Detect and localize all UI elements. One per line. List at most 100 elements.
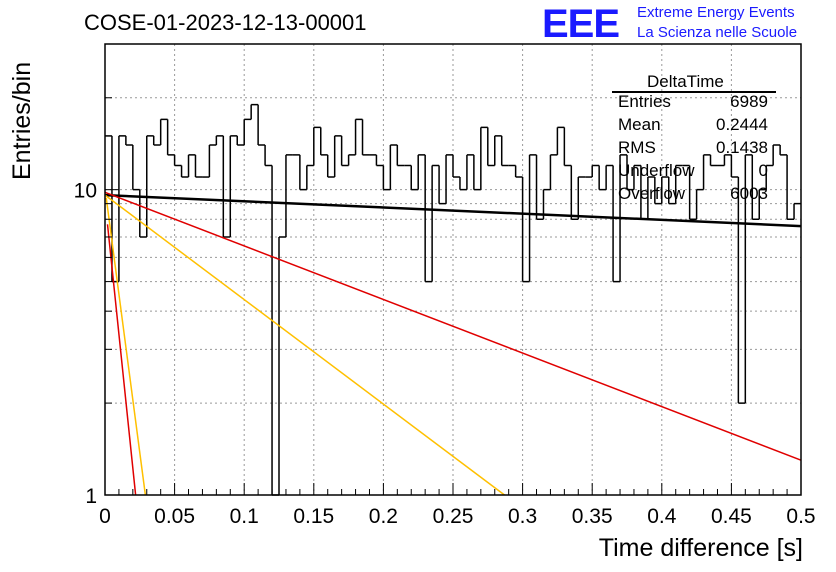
x-axis-label: Time difference [s] [598,534,803,562]
histogram-bin [737,177,746,404]
histogram-bin [612,165,621,283]
histogram-bin [271,165,279,496]
histogram-bin [723,154,732,166]
x-tick-label: 0.15 [293,505,334,528]
histogram-bin [236,135,245,146]
histogram-bin [152,135,161,146]
histogram-bin [751,154,760,221]
logo-line-1: Extreme Energy Events [637,4,795,21]
histogram-bin [452,154,460,178]
histogram-bin [417,154,426,190]
histogram-bin [389,144,398,190]
histogram-bin [633,164,641,190]
x-tick-label: 0.45 [711,505,752,528]
histogram-bin [556,126,565,155]
stats-value: 0.2444 [716,115,768,134]
histogram-bin [166,119,175,156]
histogram-bin [688,165,697,221]
histogram-bin [647,176,655,220]
histogram-bin [118,135,126,282]
fit-curve [104,194,505,496]
y-tick-label: 10 [74,180,97,203]
histogram-bin [250,103,259,120]
histogram-bin [695,188,704,220]
histogram-bin [674,164,683,204]
x-tick-label: 0.5 [786,505,815,528]
histogram-bin [326,154,335,178]
x-tick-label: 0 [99,505,111,528]
y-tick-label: 1 [85,485,97,508]
stats-label: Underflow [618,161,695,180]
x-tick-label: 0.2 [369,505,398,528]
histogram-bin [187,154,196,178]
tick-labels: 0 0.05 0.1 0.15 0.2 0.25 0.3 0.35 0.4 0.45 0.5 1 10 [74,180,816,528]
x-tick-label: 0.05 [154,505,195,528]
x-tick-label: 0.1 [230,505,259,528]
histogram-bin [215,135,224,146]
fit-curve [104,191,802,461]
histogram-bin [229,135,238,237]
x-tick-label: 0.25 [433,505,474,528]
stats-label: RMS [618,138,656,157]
logo-line-2: La Scienza nelle Scuole [637,24,798,41]
histogram-bin [278,236,286,495]
histogram-bin [159,118,168,146]
fit-curve [106,224,137,496]
histogram-bin [340,135,349,167]
fit-curve [105,197,147,496]
stats-value: 6989 [730,92,768,111]
axis-ticks [104,43,802,496]
histogram-bin [626,154,634,191]
histogram-bin [264,145,273,167]
histogram-bin [466,154,474,190]
histogram-bin [480,126,488,190]
histogram-bin [306,164,314,190]
histogram-bin [709,154,718,167]
y-axis-label: Entries/bin [8,61,36,180]
histogram-bin [382,165,391,191]
histogram-bin [598,165,607,191]
histogram-bin [222,135,231,238]
histogram-bin [132,145,140,191]
histogram-bin [577,176,586,220]
histogram-bin [285,154,293,237]
x-tick-label: 0.4 [647,505,677,528]
fit-curve [104,193,802,228]
histogram-bin [257,104,266,146]
histogram-bin [605,164,614,190]
histogram-bin [299,154,307,191]
histogram-bin [313,126,321,166]
histogram-bin [668,177,676,205]
histogram-bin [424,154,433,283]
histogram-bin [320,127,328,156]
stats-label: Entries [618,92,671,111]
histogram-bin [125,135,133,146]
histogram-bin [563,127,572,167]
histogram-bin [361,119,370,156]
stats-label: Mean [618,115,661,134]
x-tick-label: 0.3 [508,505,537,528]
histogram-bin [431,164,440,282]
histogram-bin [779,145,788,156]
histogram-bin [410,165,419,191]
histogram-bin [459,177,467,191]
histogram-bin [528,154,537,282]
histogram-bin [535,154,544,221]
histogram-bin [396,145,405,167]
histogram-bin [654,177,662,205]
histogram-bin [180,165,189,178]
histogram-bin [772,144,781,166]
histogram-bin [521,177,530,283]
histogram-bin [243,118,252,146]
histogram-bin [730,154,739,178]
fit-curves [104,191,802,496]
histogram-bin [438,165,447,205]
grid [105,44,801,495]
run-title: COSE-01-2023-12-13-00001 [84,10,367,35]
histogram-bin [194,154,203,178]
histogram-bin [591,164,600,178]
histogram-bin [333,135,342,178]
histogram-bin [758,188,767,220]
eee-logo: EEE [542,2,620,46]
